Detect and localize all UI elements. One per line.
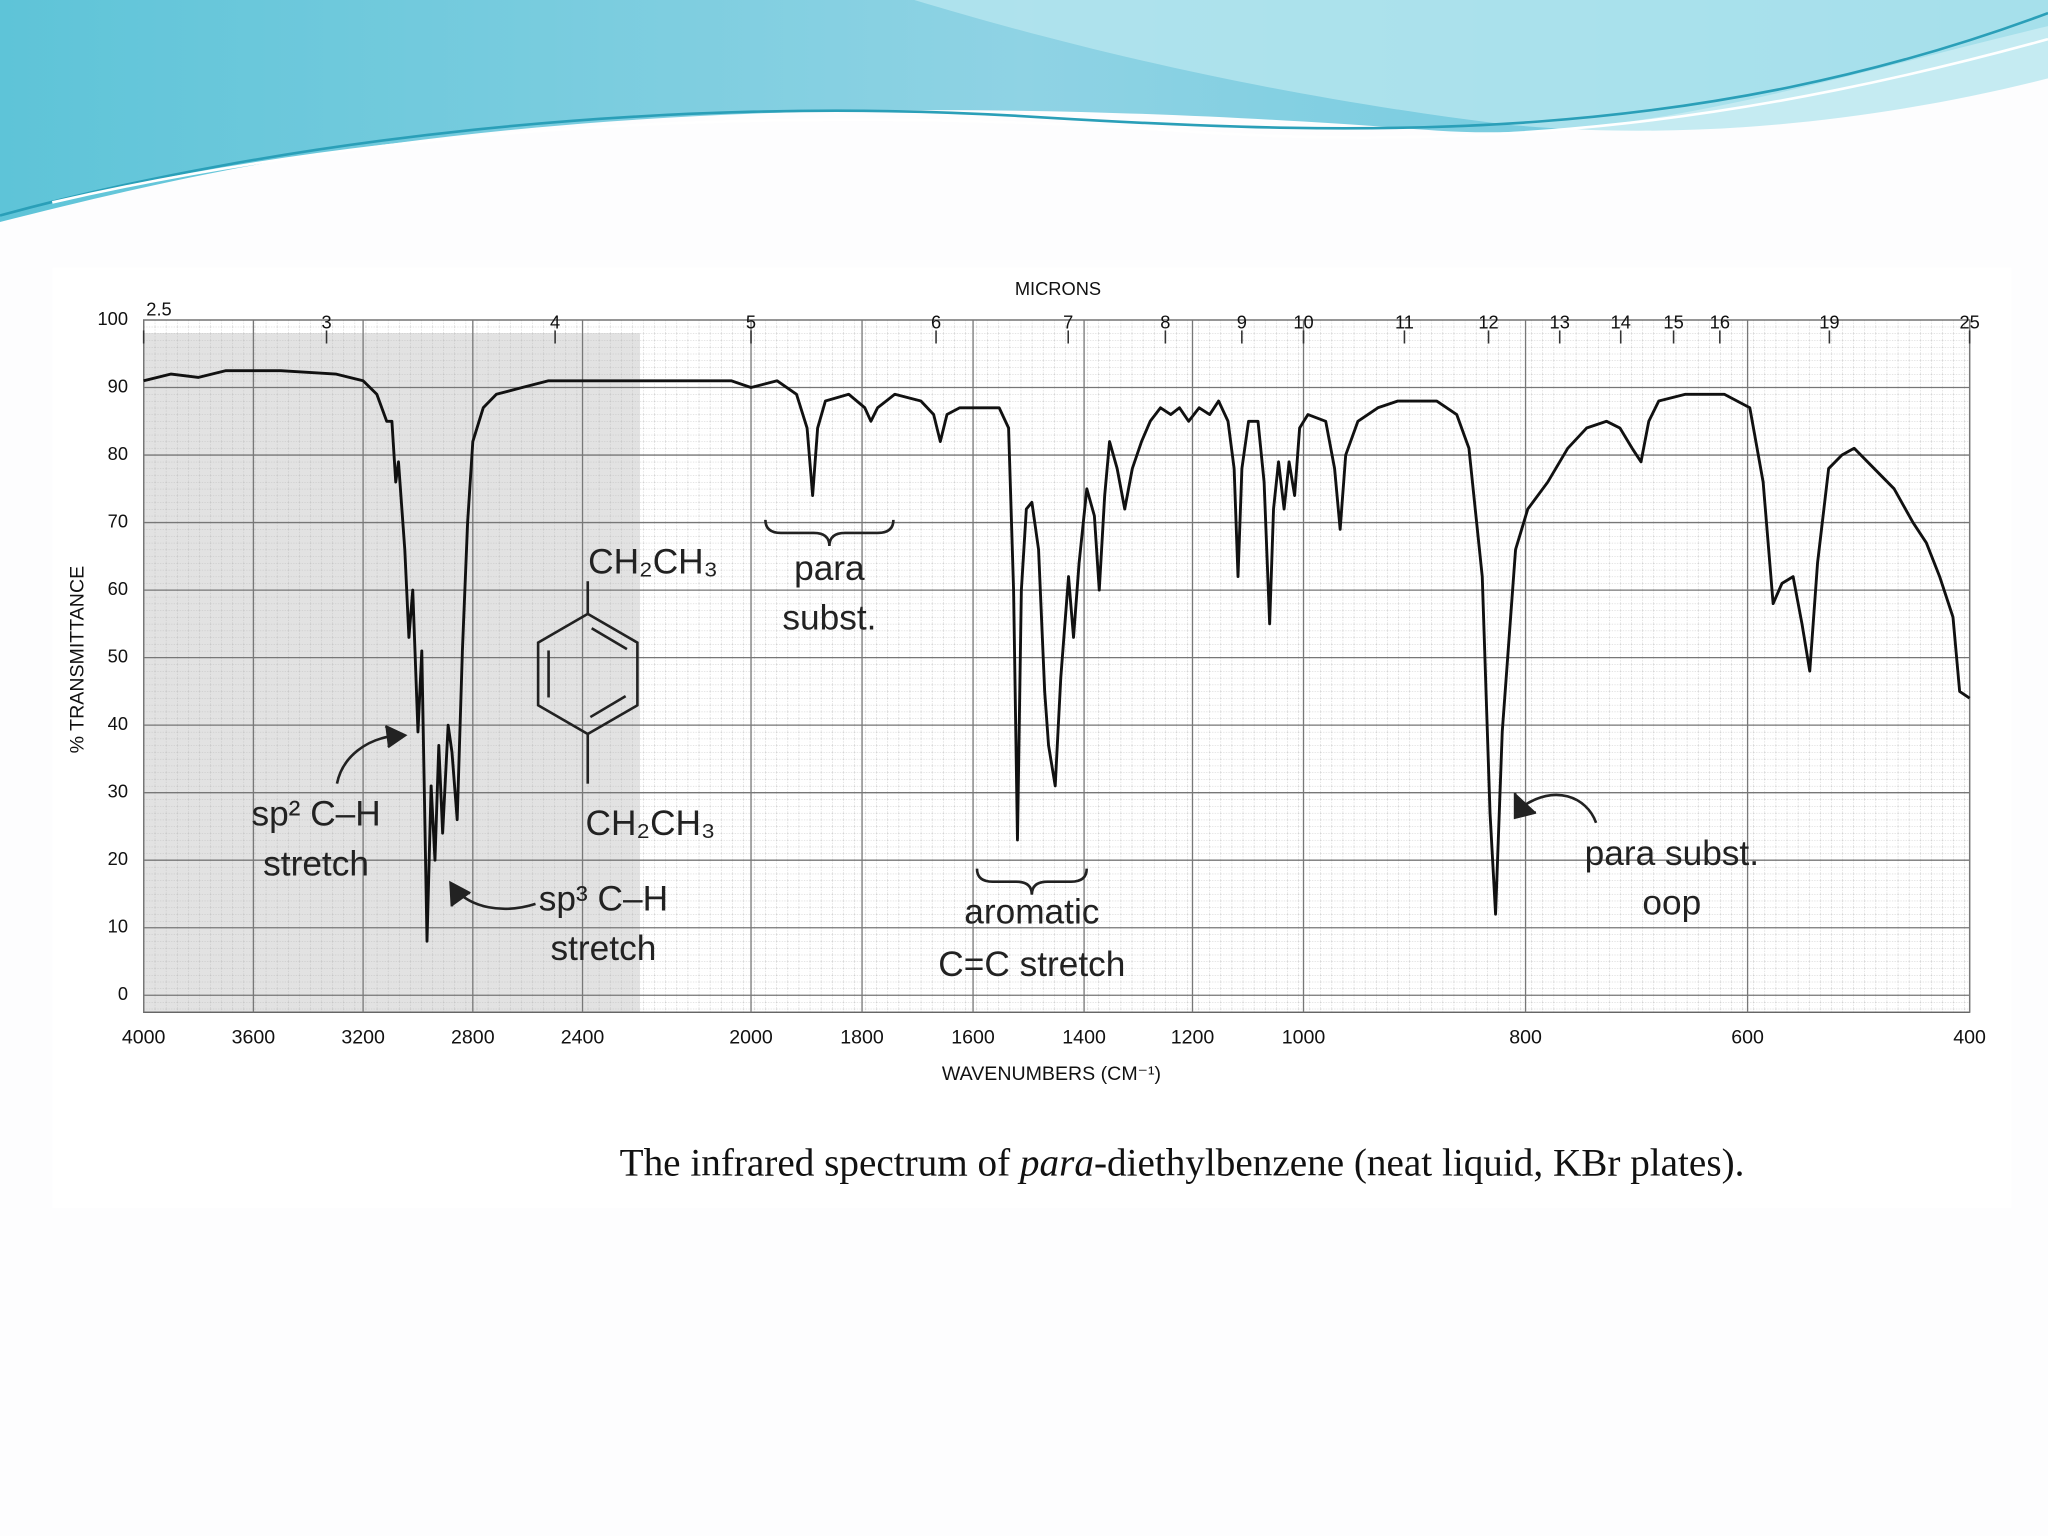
x-tick-label: 1400 xyxy=(1062,1027,1106,1049)
annotation: para subst. xyxy=(1585,834,1759,873)
x2-tick-label: 3 xyxy=(321,312,331,333)
y-tick-label: 40 xyxy=(108,713,128,734)
structure xyxy=(536,581,639,784)
x-tick-label: 600 xyxy=(1731,1027,1764,1049)
caption-part: The infrared spectrum of xyxy=(620,1141,1020,1184)
x2-tick-label: 25 xyxy=(1959,312,1979,333)
y-tick-label: 100 xyxy=(98,308,128,329)
caption-part: -diethylbenzene (neat liquid, KBr plates… xyxy=(1094,1141,1744,1184)
annotations: CH₂CH₃ CH₂CH₃ para subst. sp² C–H stretc… xyxy=(251,543,1759,984)
x2-tick-label: 6 xyxy=(931,312,941,333)
annotation: sp³ C–H xyxy=(539,880,668,919)
y-tick-label: 0 xyxy=(118,983,128,1004)
x-tick-label: 1200 xyxy=(1171,1027,1215,1049)
y-tick-label: 80 xyxy=(108,443,128,464)
x-tick-label: 800 xyxy=(1509,1027,1542,1049)
annotation: subst. xyxy=(782,599,876,638)
x2-tick-label: 7 xyxy=(1063,312,1073,333)
annotation: stretch xyxy=(263,844,369,883)
x2-tick-label: 15 xyxy=(1663,312,1683,333)
annotation: CH₂CH₃ xyxy=(586,804,716,843)
x-tick-label: 1600 xyxy=(951,1027,995,1049)
x2-tick-label: 8 xyxy=(1160,312,1170,333)
x2-tick-label: 14 xyxy=(1611,312,1631,333)
x2-tick-label: 2.5 xyxy=(146,299,171,320)
x2-tick-label: 12 xyxy=(1478,312,1498,333)
x2-tick-label: 4 xyxy=(550,312,560,333)
x2-tick-label: 9 xyxy=(1237,312,1247,333)
x2-tick-label: 5 xyxy=(746,312,756,333)
caption: The infrared spectrum of para-diethylben… xyxy=(620,1141,1745,1184)
x-tick-label: 400 xyxy=(1953,1027,1986,1049)
y-tick-label: 50 xyxy=(108,645,128,666)
y-tick-label: 30 xyxy=(108,781,128,802)
x-tick-label: 2000 xyxy=(729,1027,773,1049)
x2-tick-label: 10 xyxy=(1293,312,1313,333)
y-tick-label: 20 xyxy=(108,848,128,869)
y-tick-label: 90 xyxy=(108,375,128,396)
marks xyxy=(143,369,1971,943)
x-tick-label: 2400 xyxy=(561,1027,605,1049)
x-tick-label: 4000 xyxy=(122,1027,166,1049)
spectrum-line xyxy=(143,369,1971,943)
caption-part: para xyxy=(1017,1141,1094,1184)
annotation: sp² C–H xyxy=(251,795,380,834)
x-axis-label: WAVENUMBERS (CM⁻¹) xyxy=(942,1063,1161,1085)
minor-grid xyxy=(143,320,1970,1013)
annotation: para xyxy=(794,549,865,588)
x2-tick-label: 11 xyxy=(1395,312,1414,333)
x2-tick-label: 19 xyxy=(1819,312,1839,333)
x-tick-label: 3200 xyxy=(341,1027,385,1049)
annotation: aromatic xyxy=(964,893,1099,932)
annotation: oop xyxy=(1642,883,1701,922)
annotation: CH₂CH₃ xyxy=(588,543,718,582)
header-waves xyxy=(0,0,2048,223)
x2-tick-label: 16 xyxy=(1710,312,1730,333)
x2-tick-label: 13 xyxy=(1550,312,1570,333)
x-tick-label: 1800 xyxy=(840,1027,884,1049)
x-tick-label: 2800 xyxy=(451,1027,495,1049)
y-axis-label: % TRANSMITTANCE xyxy=(67,566,89,753)
annotation-marks xyxy=(335,519,1598,911)
y-tick-label: 60 xyxy=(108,578,128,599)
annotation: C=C stretch xyxy=(938,945,1125,984)
annotation: stretch xyxy=(551,929,657,968)
y-tick-label: 10 xyxy=(108,916,128,937)
x-tick-label: 3600 xyxy=(232,1027,276,1049)
x-tick-label: 1000 xyxy=(1282,1027,1326,1049)
y-tick-label: 70 xyxy=(108,510,128,531)
grid xyxy=(142,319,1971,1013)
x2-axis-label: MICRONS xyxy=(1015,278,1101,299)
